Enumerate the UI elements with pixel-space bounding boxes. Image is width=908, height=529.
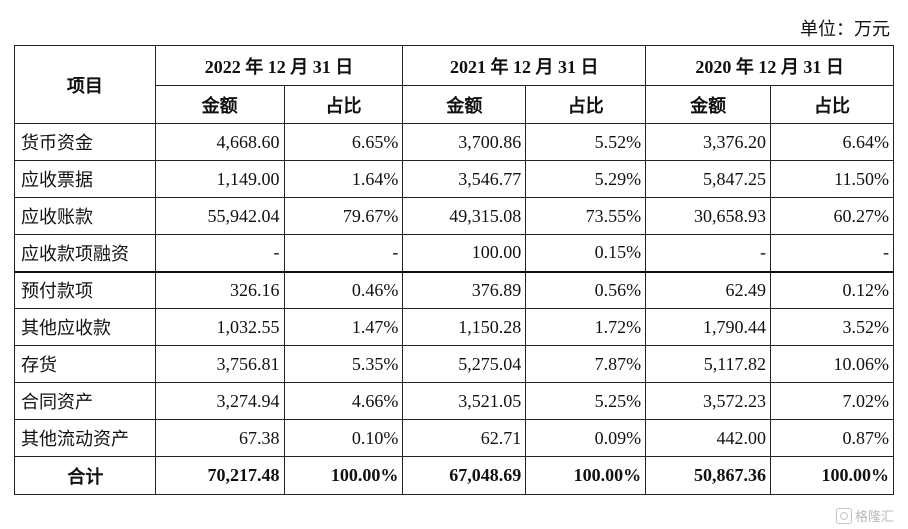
cell-amount: 1,150.28 [402, 308, 527, 346]
cell-amount: 5,847.25 [645, 160, 772, 198]
cell-amount: 3,700.86 [402, 123, 527, 161]
cell-amount: 5,117.82 [645, 345, 772, 383]
row-label: 预付款项 [14, 270, 156, 309]
cell-ratio: 0.56% [525, 270, 647, 309]
row-label: 货币资金 [14, 123, 156, 161]
row-label: 应收款项融资 [14, 234, 156, 272]
current-assets-table: 项目 2022 年 12 月 31 日 2021 年 12 月 31 日 202… [14, 45, 894, 495]
total-amount: 50,867.36 [645, 456, 772, 495]
cell-amount: 49,315.08 [402, 197, 527, 235]
row-label: 其他应收款 [14, 308, 156, 346]
row-label: 存货 [14, 345, 156, 383]
header-item: 项目 [14, 45, 156, 124]
cell-ratio: 6.64% [770, 123, 894, 161]
cell-ratio: 5.52% [525, 123, 647, 161]
cell-amount: 376.89 [402, 270, 527, 309]
header-amount: 金额 [154, 85, 285, 124]
cell-ratio: 0.46% [283, 270, 404, 309]
total-ratio: 100.00% [283, 456, 404, 495]
table-row: 应收票据 1,149.00 1.64% 3,546.77 5.29% 5,847… [14, 160, 894, 198]
total-ratio: 100.00% [770, 456, 894, 495]
table-row: 应收账款 55,942.04 79.67% 49,315.08 73.55% 3… [14, 197, 894, 235]
table-row: 应收款项融资 - - 100.00 0.15% - - [14, 234, 894, 272]
table-row: 预付款项 326.16 0.46% 376.89 0.56% 62.49 0.1… [14, 270, 894, 309]
table-row: 存货 3,756.81 5.35% 5,275.04 7.87% 5,117.8… [14, 345, 894, 383]
row-label: 应收账款 [14, 197, 156, 235]
cell-ratio: 0.15% [525, 234, 647, 272]
total-amount: 70,217.48 [154, 456, 285, 495]
cell-amount: 326.16 [154, 270, 285, 309]
total-row: 合计 70,217.48 100.00% 67,048.69 100.00% 5… [14, 456, 894, 495]
cell-amount: 67.38 [154, 419, 285, 457]
header-amount: 金额 [402, 85, 527, 124]
cell-ratio: 7.02% [770, 382, 894, 420]
cell-ratio: 0.12% [770, 270, 894, 309]
cell-amount: 100.00 [402, 234, 527, 272]
cell-amount: 3,546.77 [402, 160, 527, 198]
cell-amount: - [154, 234, 285, 272]
total-amount: 67,048.69 [402, 456, 527, 495]
unit-label: 单位：万元 [800, 19, 890, 39]
cell-ratio: 6.65% [283, 123, 404, 161]
cell-amount: 3,521.05 [402, 382, 527, 420]
cell-amount: 62.71 [402, 419, 527, 457]
table-row: 其他应收款 1,032.55 1.47% 1,150.28 1.72% 1,79… [14, 308, 894, 346]
cell-amount: 4,668.60 [154, 123, 285, 161]
cell-ratio: 73.55% [525, 197, 647, 235]
table-row: 其他流动资产 67.38 0.10% 62.71 0.09% 442.00 0.… [14, 419, 894, 457]
watermark: 格隆汇 [835, 506, 894, 525]
cell-ratio: 4.66% [283, 382, 404, 420]
cell-ratio: 1.64% [283, 160, 404, 198]
total-ratio: 100.00% [525, 456, 647, 495]
header-ratio: 占比 [525, 85, 647, 124]
total-label: 合计 [14, 456, 156, 495]
cell-amount: 3,376.20 [645, 123, 772, 161]
cell-ratio: 5.29% [525, 160, 647, 198]
cell-amount: 30,658.93 [645, 197, 772, 235]
cell-amount: 5,275.04 [402, 345, 527, 383]
header-year-2022: 2022 年 12 月 31 日 [154, 45, 404, 86]
row-label: 应收票据 [14, 160, 156, 198]
cell-ratio: 1.72% [525, 308, 647, 346]
cell-amount: 55,942.04 [154, 197, 285, 235]
cell-amount: 3,572.23 [645, 382, 772, 420]
cell-ratio: 0.09% [525, 419, 647, 457]
table-row: 货币资金 4,668.60 6.65% 3,700.86 5.52% 3,376… [14, 123, 894, 161]
watermark-text: 格隆汇 [854, 510, 894, 525]
cell-ratio: 60.27% [770, 197, 894, 235]
cell-amount: - [645, 234, 772, 272]
cell-ratio: 0.87% [770, 419, 894, 457]
cell-amount: 62.49 [645, 270, 772, 309]
row-label: 合同资产 [14, 382, 156, 420]
cell-ratio: 3.52% [770, 308, 894, 346]
cell-amount: 442.00 [645, 419, 772, 457]
cell-ratio: 79.67% [283, 197, 404, 235]
table-row: 合同资产 3,274.94 4.66% 3,521.05 5.25% 3,572… [14, 382, 894, 420]
cell-amount: 1,149.00 [154, 160, 285, 198]
cell-ratio: 5.35% [283, 345, 404, 383]
cell-amount: 3,274.94 [154, 382, 285, 420]
header-year-2020: 2020 年 12 月 31 日 [645, 45, 894, 86]
row-label: 其他流动资产 [14, 419, 156, 457]
header-ratio: 占比 [770, 85, 894, 124]
cell-ratio: - [283, 234, 404, 272]
cell-ratio: 1.47% [283, 308, 404, 346]
header-amount: 金额 [645, 85, 772, 124]
watermark-logo-icon [835, 507, 852, 524]
cell-ratio: 10.06% [770, 345, 894, 383]
cell-amount: 1,790.44 [645, 308, 772, 346]
cell-amount: 3,756.81 [154, 345, 285, 383]
cell-ratio: 7.87% [525, 345, 647, 383]
cell-ratio: - [770, 234, 894, 272]
header-ratio: 占比 [283, 85, 404, 124]
cell-amount: 1,032.55 [154, 308, 285, 346]
header-row-metrics: 金额 占比 金额 占比 金额 占比 [15, 85, 894, 124]
header-year-2021: 2021 年 12 月 31 日 [402, 45, 647, 86]
cell-ratio: 5.25% [525, 382, 647, 420]
cell-ratio: 0.10% [283, 419, 404, 457]
header-row-years: 项目 2022 年 12 月 31 日 2021 年 12 月 31 日 202… [14, 45, 894, 124]
cell-ratio: 11.50% [770, 160, 894, 198]
